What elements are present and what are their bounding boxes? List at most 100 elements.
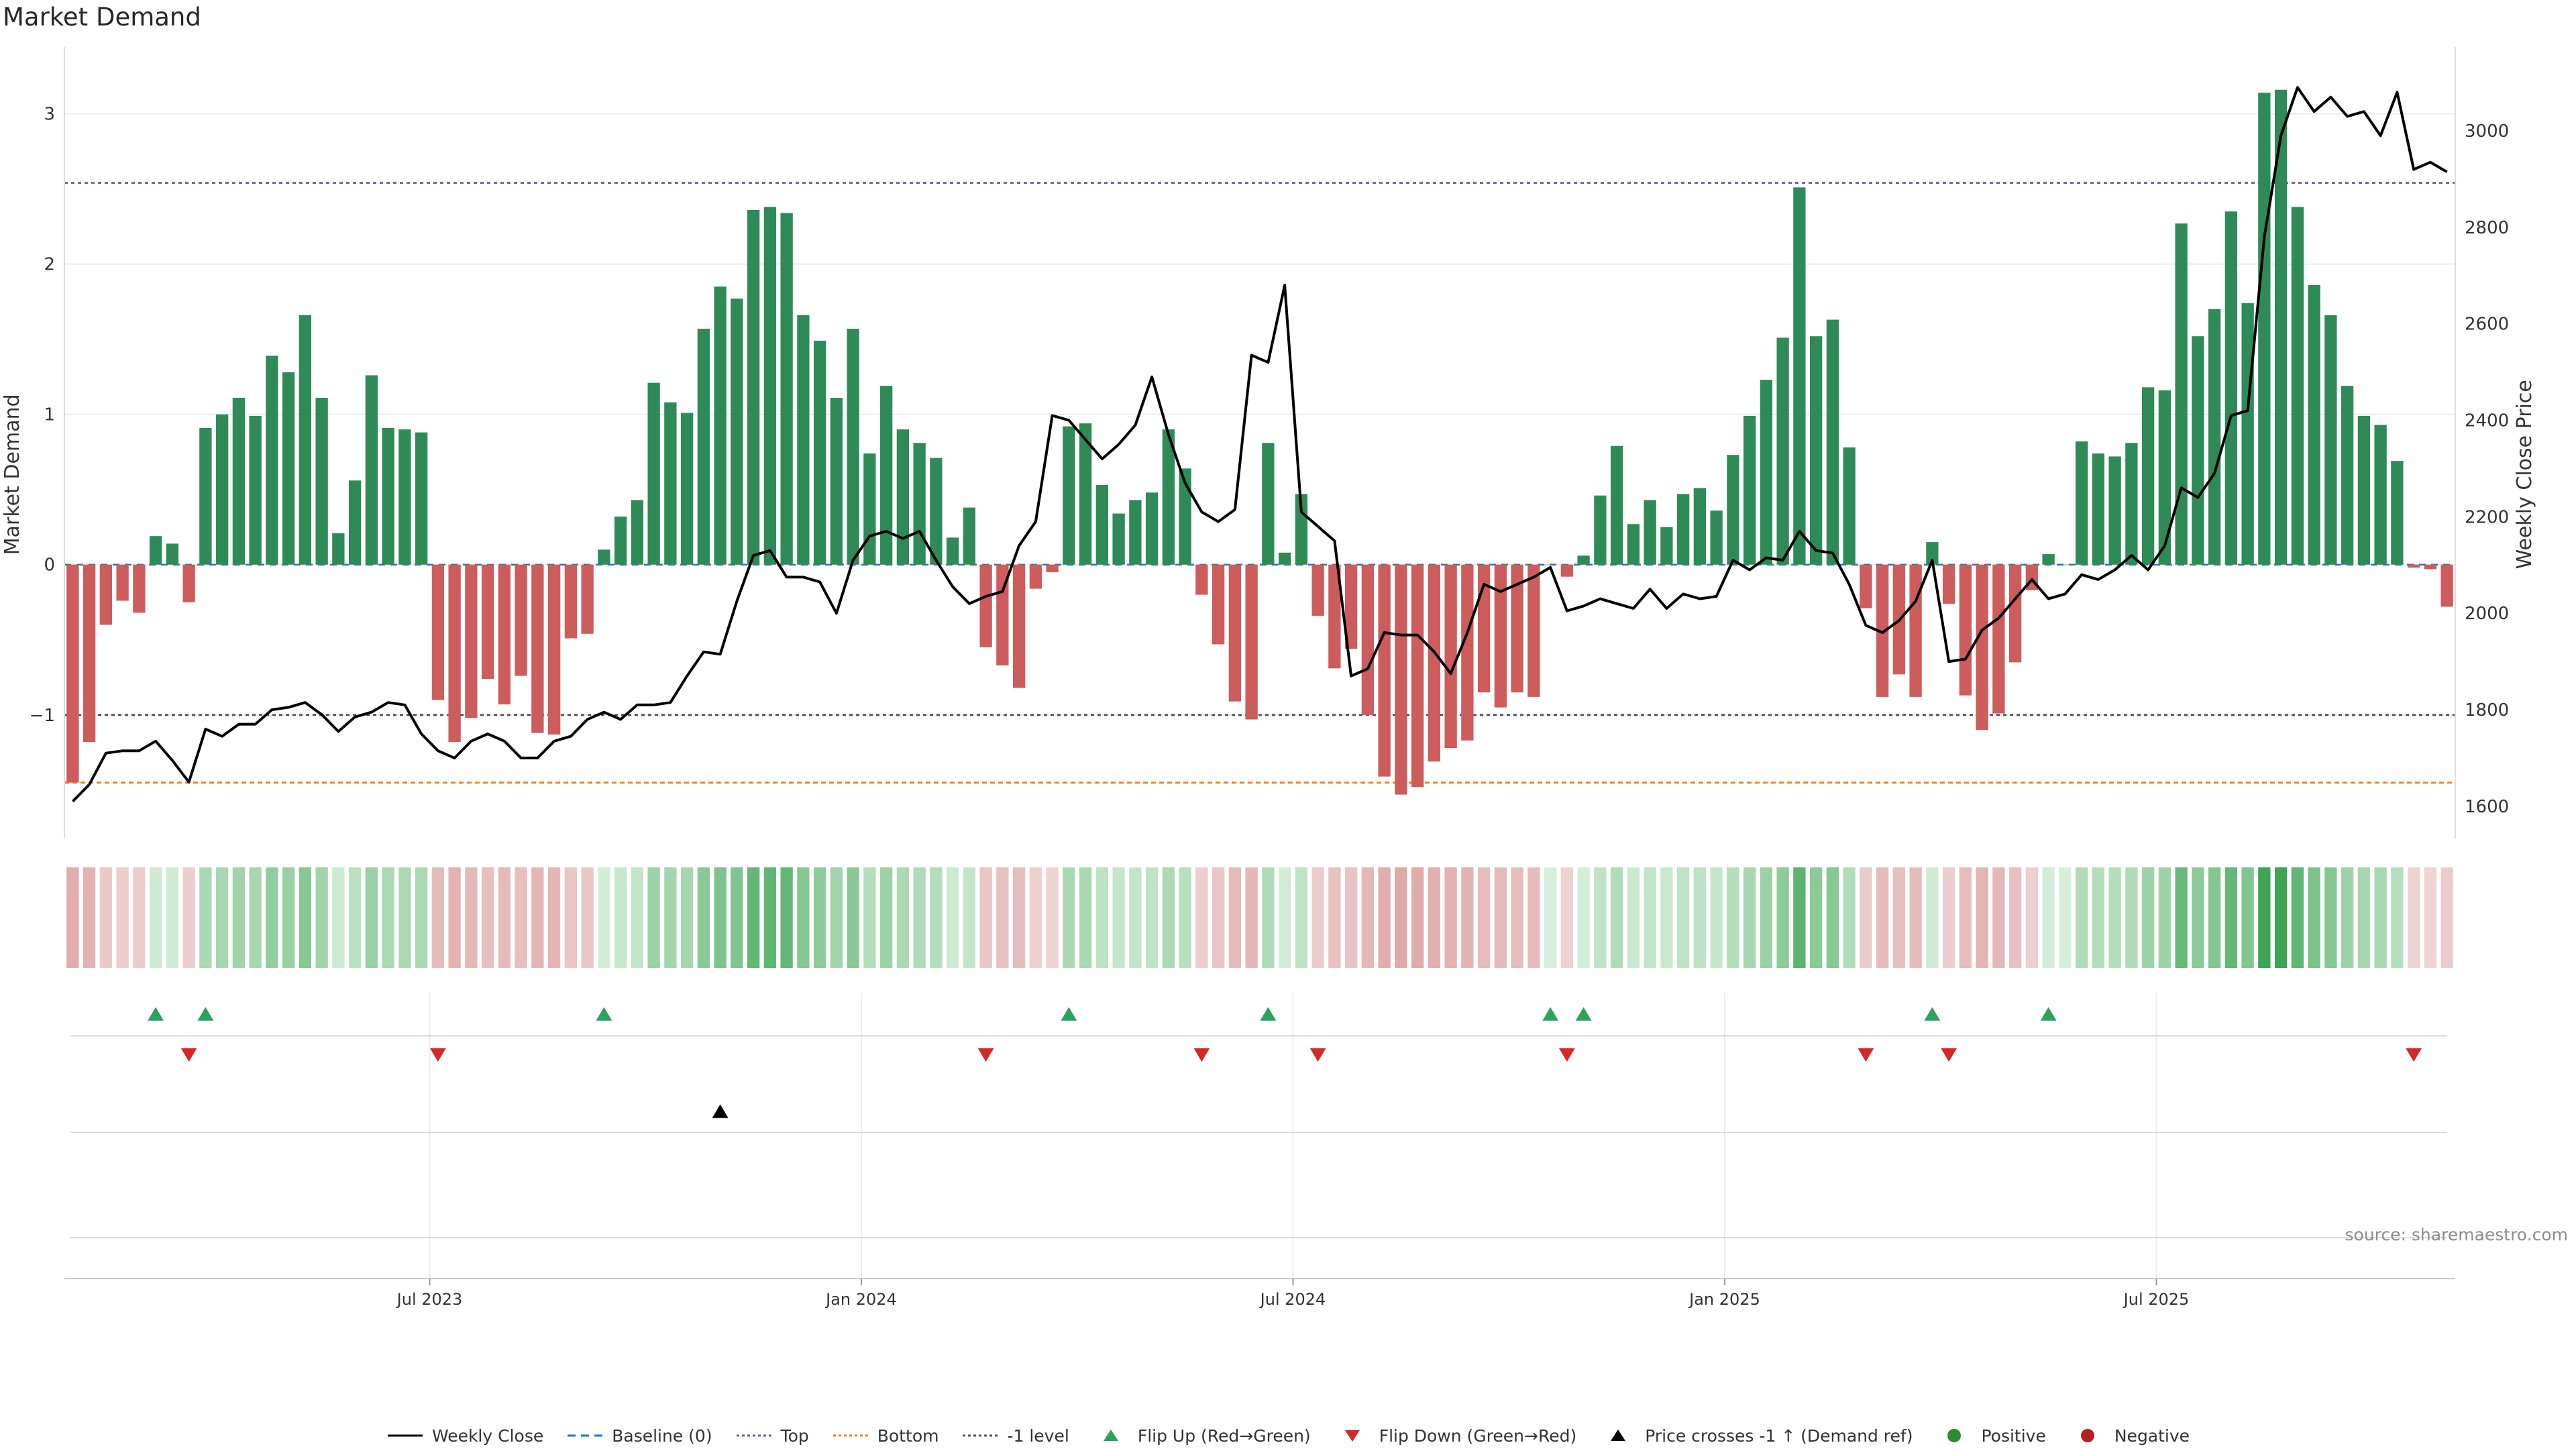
legend-label: Price crosses -1 ↑ (Demand ref) [1645, 1426, 1913, 1446]
demand-bar [896, 429, 910, 565]
demand-bar [963, 507, 976, 565]
demand-bar [813, 340, 826, 565]
demand-bar [465, 564, 478, 718]
heat-cell [1411, 867, 1424, 968]
heat-cell [1395, 867, 1407, 968]
heat-cell [1793, 867, 1806, 968]
demand-bar [448, 564, 461, 743]
demand-bar [1976, 564, 1988, 731]
heat-cell [830, 867, 843, 968]
demand-bar [680, 413, 694, 565]
weekly-close-line [71, 86, 2448, 803]
demand-bar [1876, 564, 1889, 697]
demand-bar [1311, 564, 1324, 616]
heat-cell [1494, 867, 1507, 968]
heat-cell [2424, 867, 2437, 968]
heat-cell [515, 867, 527, 968]
heat-cell [2374, 867, 2387, 968]
heat-cell [531, 867, 544, 968]
y2-tick-label: 2600 [2465, 315, 2509, 335]
heat-cell [731, 867, 743, 968]
heat-cell [1660, 867, 1673, 968]
heat-cell [1610, 867, 1623, 968]
heat-cell [1477, 867, 1491, 968]
heat-cell [1311, 867, 1324, 968]
heat-cell [680, 867, 694, 968]
heat-cell [1245, 867, 1258, 968]
heat-cell [2108, 867, 2121, 968]
heat-cell [1860, 867, 1872, 968]
demand-bar [1860, 564, 1872, 608]
legend-item: Bottom [832, 1426, 938, 1446]
demand-bar [946, 537, 959, 565]
demand-bar [1046, 564, 1059, 572]
source-note: source: sharemaestro.com [2345, 1225, 2569, 1244]
demand-bar [2059, 564, 2072, 566]
flip-down-marker [1858, 1048, 1874, 1062]
heat-cell [232, 867, 246, 968]
heat-cell [1959, 867, 1972, 968]
heat-cell [1012, 867, 1026, 968]
heat-cell [896, 867, 910, 968]
demand-bar [2208, 309, 2221, 565]
demand-bar [166, 543, 179, 565]
heat-cell [913, 867, 926, 968]
heat-cell [1909, 867, 1922, 968]
heat-cell [631, 867, 644, 968]
heat-cell [1560, 867, 1574, 968]
demand-bar [481, 564, 494, 679]
demand-bar [797, 315, 810, 565]
demand-bar [1179, 468, 1191, 565]
demand-bar [1228, 564, 1242, 702]
heat-cell [697, 867, 710, 968]
demand-bar [1079, 423, 1092, 565]
heat-cell [83, 867, 96, 968]
heat-cell [166, 867, 179, 968]
demand-bar [2308, 285, 2320, 565]
demand-bar [232, 398, 246, 565]
demand-bar [249, 415, 262, 565]
heat-cell [1129, 867, 1142, 968]
heat-cell [1743, 867, 1756, 968]
demand-bar [1710, 511, 1723, 565]
demand-bar [215, 414, 229, 565]
heat-cell [780, 867, 793, 968]
legend-label: Positive [1981, 1426, 2046, 1446]
demand-bar [2241, 303, 2254, 565]
heat-cell [2125, 867, 2138, 968]
demand-bar [1494, 564, 1507, 708]
heat-cell [1344, 867, 1358, 968]
heat-cell [282, 867, 295, 968]
demand-bar [879, 386, 893, 565]
demand-bar [1063, 426, 1075, 565]
demand-bar [149, 536, 162, 565]
demand-bar [1029, 564, 1042, 589]
demand-bar [830, 398, 843, 565]
solid-line-icon [387, 1434, 423, 1437]
heat-cell [1942, 867, 1955, 968]
heat-cell [1809, 867, 1823, 968]
heat-cell [498, 867, 511, 968]
demand-bar [1162, 429, 1175, 565]
heat-cell [1826, 867, 1839, 968]
demand-bar [266, 356, 278, 565]
demand-bar [2324, 315, 2337, 565]
legend-label: Baseline (0) [612, 1426, 712, 1446]
demand-bar [2374, 425, 2387, 565]
heat-cell [199, 867, 212, 968]
heat-cell [1195, 867, 1208, 968]
triangle-down-icon [1344, 1430, 1360, 1442]
chart-title: Market Demand [3, 3, 201, 32]
heat-cell [714, 867, 727, 968]
demand-bar [1992, 564, 2005, 714]
heat-cell [1179, 867, 1191, 968]
flip-down-marker [1558, 1048, 1575, 1062]
demand-bar [83, 564, 96, 743]
heat-cell [1976, 867, 1988, 968]
reference-lines [64, 182, 2455, 784]
heat-cell [2224, 867, 2238, 968]
demand-bar [2424, 564, 2437, 570]
heat-cell [66, 867, 79, 968]
heat-cell [1992, 867, 2005, 968]
demand-bar [2075, 441, 2088, 565]
